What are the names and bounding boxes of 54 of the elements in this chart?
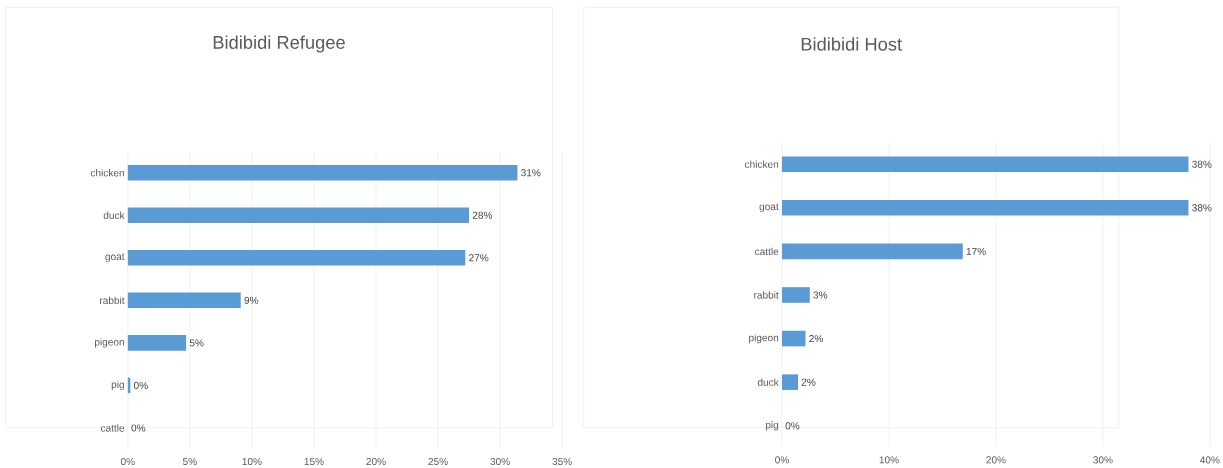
data-label: 38% <box>1192 160 1212 168</box>
data-label: 27% <box>469 254 489 262</box>
bar <box>781 156 1189 172</box>
chart-title: Bidibidi Refugee <box>213 35 345 53</box>
data-label: 0% <box>131 424 146 432</box>
data-label: 0% <box>133 381 148 389</box>
chart-title: Bidibidi Host <box>801 37 902 51</box>
data-label: 2% <box>809 334 823 343</box>
bar <box>127 164 518 181</box>
y-tick-label: pig <box>765 420 779 431</box>
bar <box>127 249 466 266</box>
data-label: 0% <box>785 422 800 430</box>
x-tick-label: 15% <box>304 457 324 465</box>
data-label: 5% <box>189 339 204 347</box>
y-tick-label: chicken <box>90 168 124 177</box>
x-tick-label: 5% <box>182 457 197 465</box>
x-tick-label: 30% <box>490 457 510 466</box>
x-tick-label: 20% <box>986 456 1006 464</box>
bar <box>127 335 187 351</box>
y-tick-label: goat <box>105 253 125 263</box>
bar <box>127 292 241 309</box>
bar <box>781 330 806 347</box>
data-label: 2% <box>801 378 816 386</box>
data-label: 38% <box>1192 204 1212 212</box>
x-tick-label: 10% <box>242 457 262 466</box>
bar <box>781 287 810 303</box>
x-tick-label: 10% <box>879 456 899 464</box>
y-tick-label: duck <box>103 211 125 219</box>
bar <box>781 199 1189 216</box>
y-tick-label: cattle <box>100 424 125 432</box>
data-label: 17% <box>966 247 986 255</box>
data-label: 3% <box>813 291 828 299</box>
x-tick-label: 25% <box>428 457 448 466</box>
y-tick-label: pigeon <box>749 333 779 344</box>
x-tick-label: 40% <box>1200 456 1220 464</box>
data-label: 28% <box>472 211 493 219</box>
x-tick-label: 30% <box>1093 456 1113 464</box>
bar <box>781 374 799 390</box>
y-tick-label: rabbit <box>754 291 779 299</box>
x-tick-label: 20% <box>366 457 386 466</box>
x-tick-label: 35% <box>552 457 572 466</box>
y-tick-label: goat <box>759 203 779 213</box>
data-label: 31% <box>521 169 541 177</box>
y-tick-label: pigeon <box>94 338 124 348</box>
bar <box>781 243 963 260</box>
y-tick-label: chicken <box>745 160 779 168</box>
x-tick-label: 0% <box>775 456 789 464</box>
x-tick-label: 0% <box>120 457 135 466</box>
data-label: 9% <box>244 296 259 304</box>
y-tick-label: rabbit <box>100 296 125 304</box>
y-tick-label: cattle <box>755 247 779 256</box>
y-tick-label: pig <box>111 380 124 391</box>
bar <box>127 207 470 223</box>
y-tick-label: duck <box>757 378 779 386</box>
